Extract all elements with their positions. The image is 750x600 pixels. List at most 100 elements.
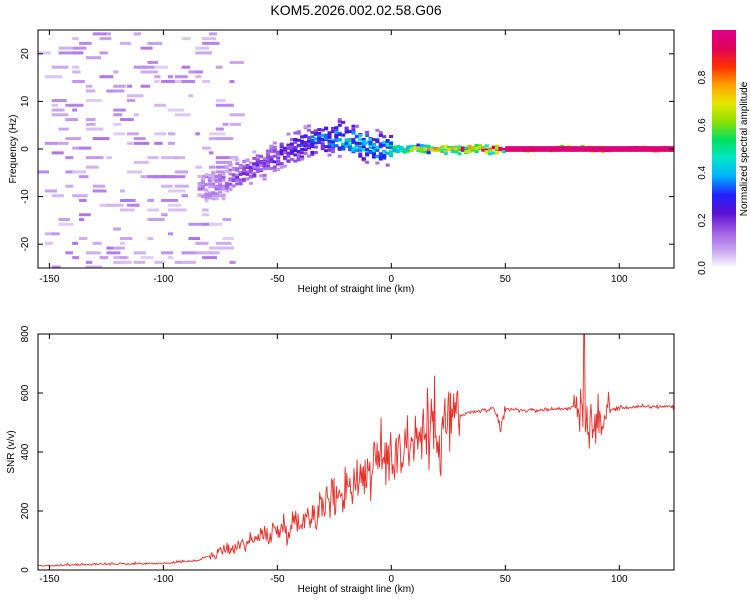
spectrogram-cell — [72, 170, 86, 174]
spectrogram-cell — [433, 147, 438, 151]
spectrogram-cell — [265, 155, 270, 159]
spectrogram-cell — [293, 140, 298, 144]
spectrogram-cell — [501, 149, 506, 153]
spectrogram-cell — [313, 145, 318, 149]
spectrogram-cell — [218, 187, 223, 191]
spectrogram-cell — [58, 218, 70, 222]
spectrogram-cell — [222, 122, 229, 126]
spectrogram-cell — [154, 65, 169, 69]
spectrogram-cell — [416, 143, 421, 147]
spectrogram-cell — [477, 145, 482, 149]
spectrogram-cell — [454, 145, 459, 149]
spectrogram-cell — [38, 170, 49, 174]
spectrogram-cell — [443, 148, 448, 152]
spectrogram-cell — [365, 141, 370, 145]
spectrogram-cell — [406, 146, 411, 150]
spectrogram-cell — [310, 152, 315, 156]
spectrogram-cell — [351, 124, 356, 128]
spectrogram-cell — [296, 157, 301, 161]
spectrogram-cell — [378, 157, 383, 161]
spectrogram-cell — [337, 154, 342, 158]
spectrogram-cell — [324, 133, 329, 137]
spectrogram-cell — [215, 165, 227, 169]
spectrogram-cell — [306, 139, 312, 143]
spectrogram-cell — [215, 65, 223, 69]
spectrogram-cell — [474, 147, 479, 151]
snr-y-ticks: 0 200 400 600 800 — [20, 325, 674, 573]
spectrogram-cell — [248, 168, 253, 172]
spectrogram-cell — [279, 152, 284, 156]
spectrogram-cell — [113, 122, 122, 126]
spectrogram-cell — [207, 183, 212, 187]
spectrogram-cell — [228, 172, 233, 176]
spectrogram-cell — [215, 184, 230, 188]
spectrogram-cell — [412, 146, 418, 150]
spectrogram-cell — [279, 149, 284, 153]
spectrogram-cell — [167, 141, 175, 145]
spectrogram-cell — [72, 194, 88, 198]
spectrogram-cell — [354, 134, 359, 138]
spectrogram-cell — [202, 213, 210, 217]
spectrogram-cell — [348, 145, 353, 149]
spectrogram-cell — [303, 151, 308, 155]
spectrogram-cell — [443, 150, 448, 154]
snr-background — [38, 334, 674, 570]
spectrogram-cell — [200, 187, 206, 191]
spectrogram-cell — [436, 147, 441, 151]
y-tick-label: 200 — [20, 502, 31, 519]
spectrogram-cell — [79, 146, 92, 150]
spectrogram-cell — [211, 182, 216, 186]
spectrogram-cell — [361, 137, 366, 141]
spectrogram-cell — [330, 147, 335, 151]
spectrogram-cell — [358, 133, 363, 137]
spectrogram-cell — [51, 65, 69, 69]
spectrogram-cell — [389, 154, 394, 158]
spectrogram-cell — [202, 79, 211, 83]
spectrogram-cell — [126, 132, 139, 136]
spectrogram-cell — [392, 148, 397, 152]
spectrogram-cell — [255, 163, 260, 167]
spectrogram-cell — [113, 108, 126, 112]
spectrogram-cell — [365, 147, 370, 151]
y-tick-label: 0 — [20, 146, 31, 152]
spectrogram-cell — [218, 190, 223, 194]
spectrogram-cell — [272, 145, 277, 149]
spectrogram-cell — [167, 256, 174, 260]
spectrogram-cell — [279, 162, 284, 166]
spectrogram-cell — [296, 130, 301, 134]
spectrogram-cell — [255, 159, 260, 163]
spectrogram-cell — [488, 152, 493, 156]
spectrogram-cell — [147, 208, 160, 212]
spectrogram-cell — [344, 127, 349, 131]
spectrogram-cell — [293, 138, 298, 142]
spectrogram-cell — [327, 135, 332, 139]
spectrogram-cell — [334, 130, 339, 134]
spectrogram-cell — [72, 37, 79, 41]
spectrogram-cell — [272, 165, 277, 169]
spectrogram-cell — [279, 144, 284, 148]
spectrogram-cell — [188, 237, 200, 241]
spectrogram-cell — [375, 148, 380, 152]
spectrogram-cell — [85, 251, 101, 255]
spectrogram-cell — [327, 153, 332, 157]
spectrogram-cell — [300, 141, 305, 145]
spectrogram-cell — [231, 168, 236, 172]
spectrogram-cell — [320, 147, 325, 151]
spectrogram-cell — [215, 241, 232, 245]
spectrogram-cell — [341, 147, 346, 151]
spectrogram-cell — [317, 131, 322, 135]
spectrogram-cell — [221, 186, 226, 190]
spectrogram-cell — [272, 154, 277, 158]
y-tick-label: 20 — [20, 48, 31, 60]
spectrogram-cell — [440, 148, 445, 152]
spectrogram-cell — [327, 132, 332, 136]
spectrogram-cell — [392, 145, 397, 149]
spectrogram-cell — [416, 149, 421, 153]
spectrogram-cell — [371, 146, 376, 150]
spectrogram-cell — [140, 84, 151, 88]
spectrogram-cell — [289, 150, 294, 154]
spectrogram-cell — [259, 161, 264, 165]
spectrogram-cell — [464, 150, 469, 154]
spectrogram-cell — [113, 227, 121, 231]
